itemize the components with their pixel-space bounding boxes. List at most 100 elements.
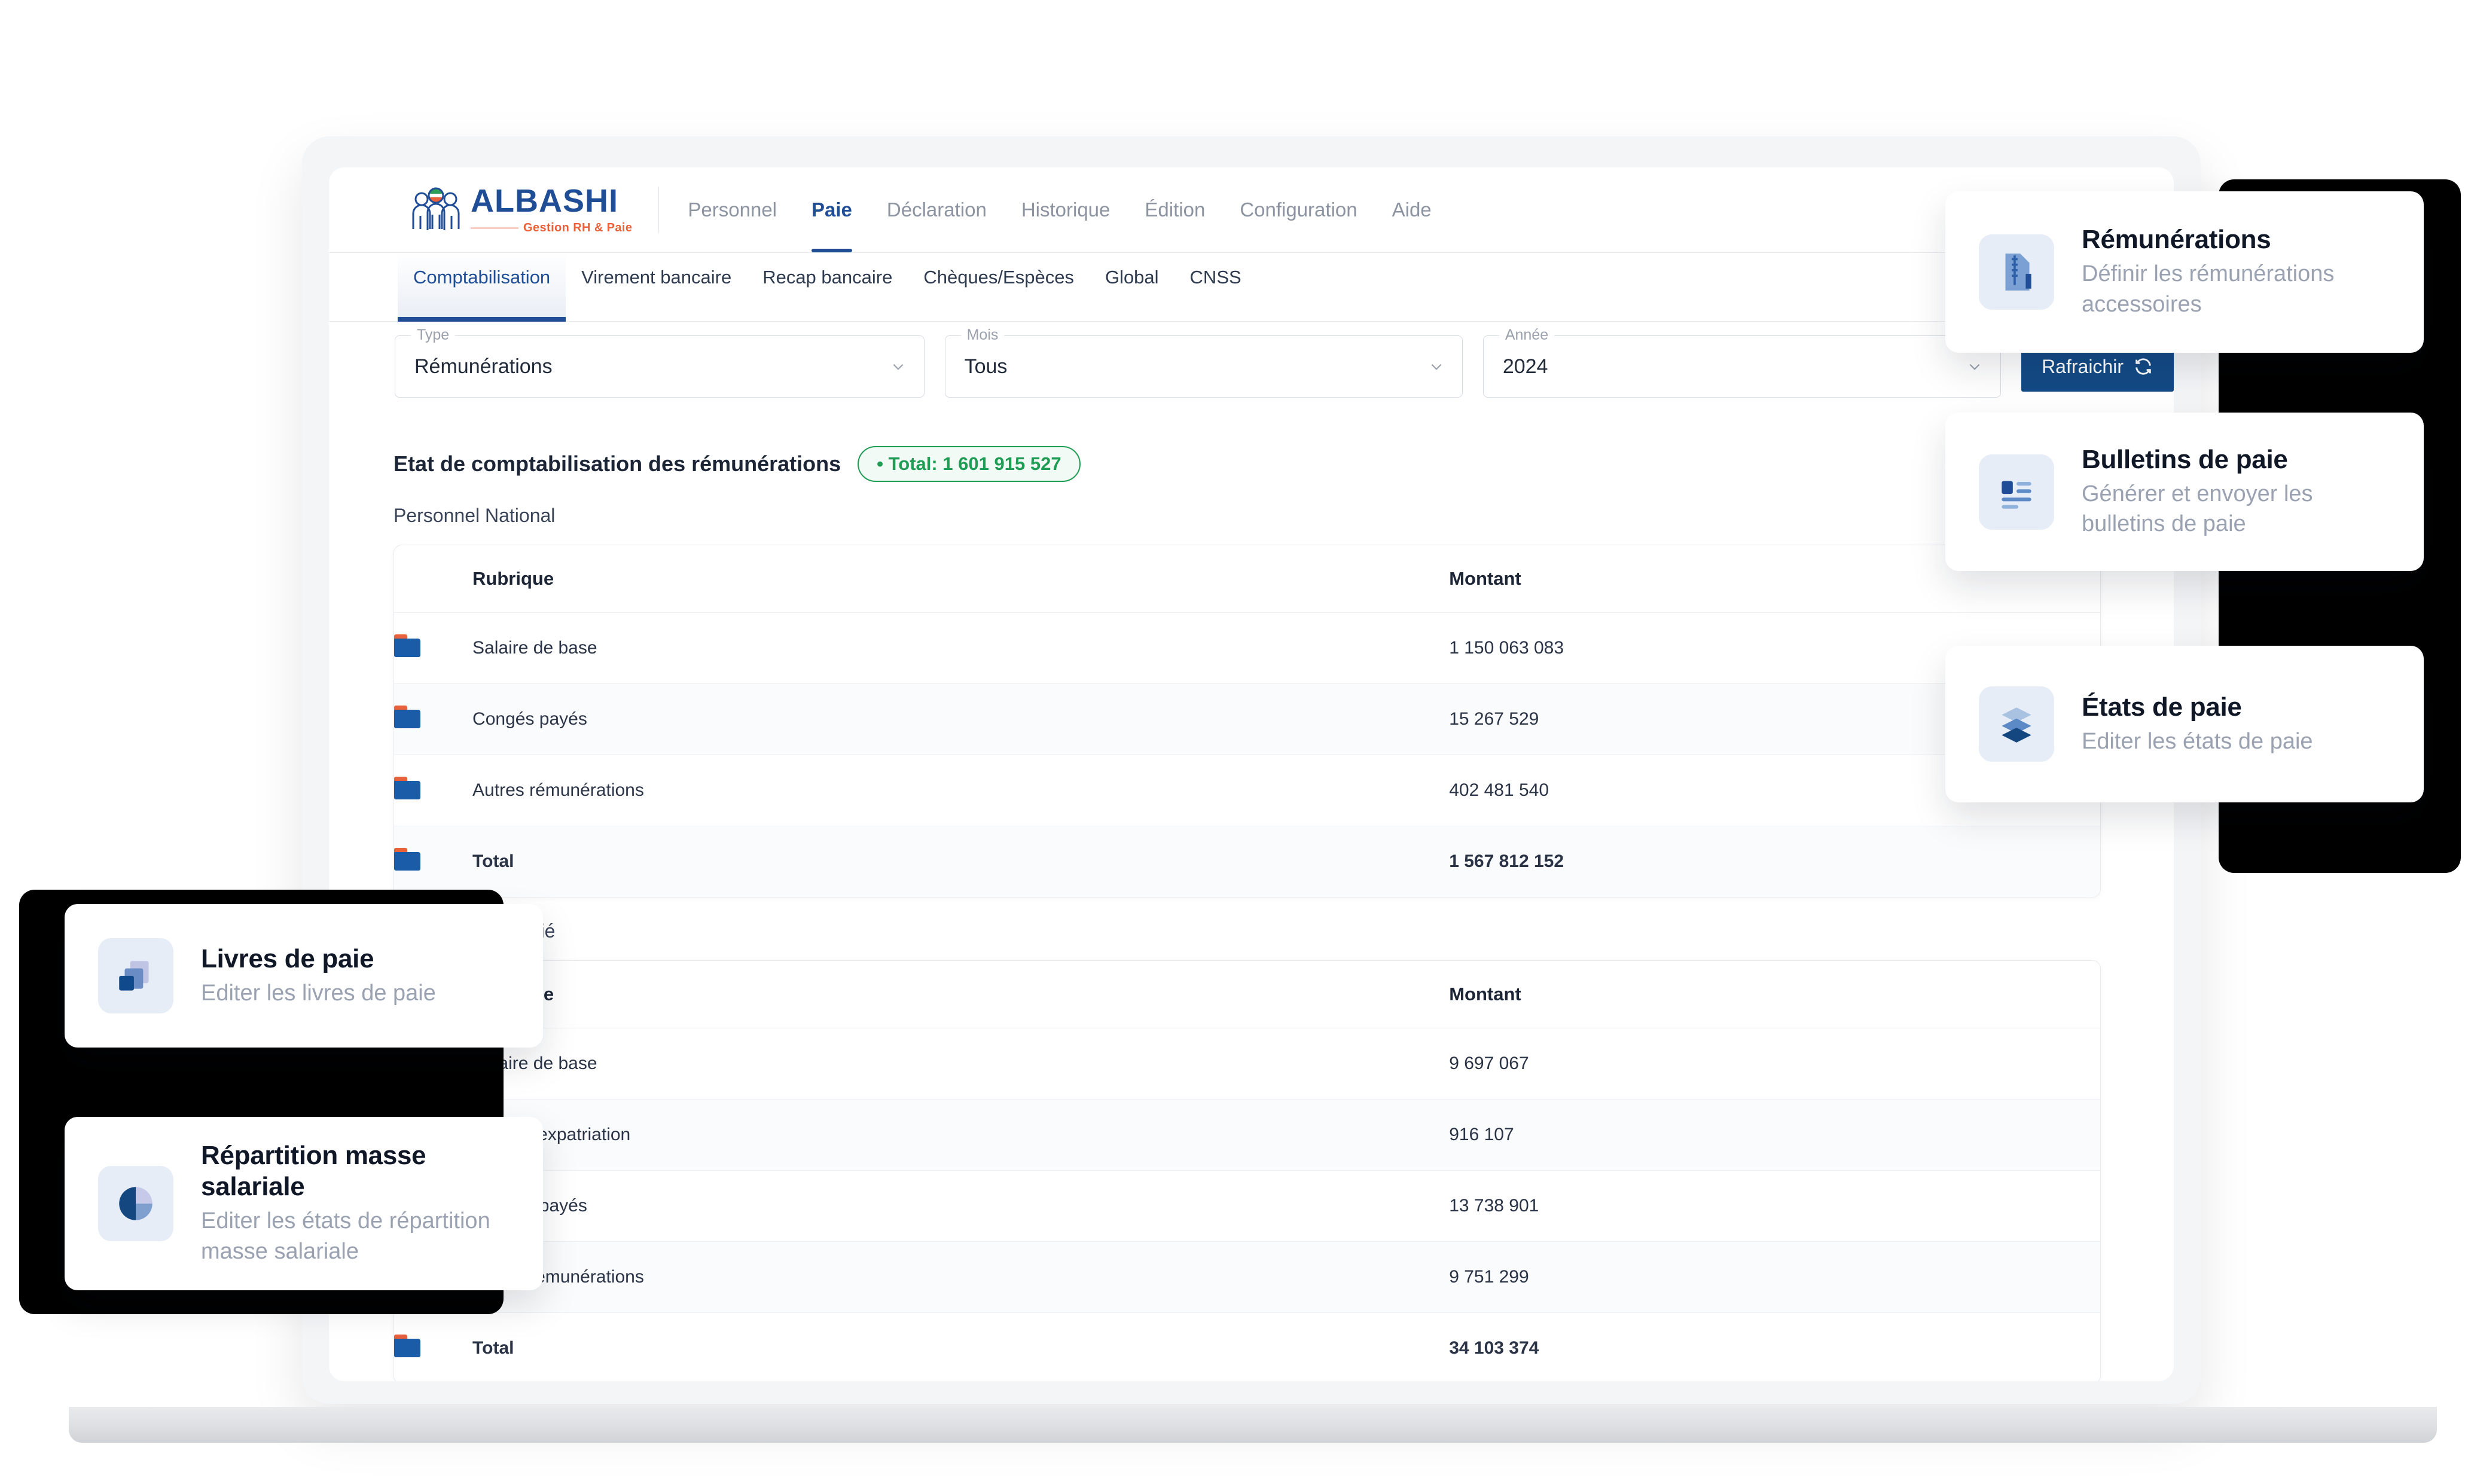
row-rubrique: Congés payés — [472, 1170, 1450, 1242]
feature-card-title: États de paie — [2082, 692, 2242, 722]
chevron-down-icon — [893, 364, 903, 370]
refresh-icon — [2135, 358, 2151, 375]
brand-logo[interactable]: ALBASHI Gestion RH & Paie — [408, 185, 632, 235]
table-row[interactable]: Salaire de base 9 697 067 — [394, 1028, 2100, 1100]
table-card-expat: Rubrique Montant Salaire de base 9 697 0… — [393, 960, 2101, 1381]
filter-bar: Type Rémunérations Mois Tous Année 2024 — [329, 322, 2174, 411]
feature-card-remunerations[interactable]: Rémunérations Définir les rémunérations … — [1945, 191, 2424, 353]
feature-card-desc: Générer et envoyer les bulletins de paie — [2082, 481, 2313, 537]
feature-card-text: Livres de paie Editer les livres de paie — [201, 943, 436, 1009]
row-icon-cell — [394, 1313, 472, 1382]
laptop-screen: ALBASHI Gestion RH & Paie Personnel Paie… — [329, 167, 2174, 1381]
tab-recap-bancaire[interactable]: Recap bancaire — [762, 267, 893, 288]
stacked-cards-icon — [98, 938, 173, 1013]
folder-icon — [394, 848, 420, 871]
feature-card-etats[interactable]: États de paie Editer les états de paie — [1945, 646, 2424, 802]
table-row[interactable]: Congés payés 15 267 529 — [394, 683, 2100, 755]
annee-label: Année — [1499, 326, 1555, 344]
brand-tagline-row: Gestion RH & Paie — [471, 221, 632, 235]
group-title-national: Personnel National — [393, 505, 556, 526]
table-expat: Rubrique Montant Salaire de base 9 697 0… — [394, 961, 2100, 1381]
table-card-national: Rubrique Montant Salaire de base 1 150 0… — [393, 545, 2101, 897]
row-rubrique: Total — [472, 1338, 514, 1358]
nav-item-personnel[interactable]: Personnel — [688, 199, 777, 221]
document-zipper-icon — [1979, 234, 2054, 310]
type-value: Rémunérations — [414, 355, 553, 378]
feature-card-title: Rémunérations — [2082, 225, 2271, 255]
table-row-total[interactable]: Total 1 567 812 152 — [394, 826, 2100, 897]
chevron-down-icon — [1431, 364, 1442, 370]
nav-item-declaration[interactable]: Déclaration — [886, 199, 987, 221]
sub-tab-bar: Comptabilisation Virement bancaire Recap… — [329, 252, 2174, 322]
section-header: Etat de comptabilisation des rémunératio… — [393, 446, 2174, 482]
feature-card-title: Répartition masse salariale — [201, 1141, 426, 1202]
feature-card-text: Répartition masse salariale Editer les é… — [201, 1140, 510, 1267]
nav-item-edition[interactable]: Édition — [1145, 199, 1206, 221]
tab-global[interactable]: Global — [1105, 267, 1159, 288]
refresh-button-label: Rafraichir — [2042, 355, 2124, 377]
row-icon-cell — [394, 612, 473, 684]
people-group-icon — [412, 187, 460, 230]
feature-card-bulletins[interactable]: Bulletins de paie Générer et envoyer les… — [1945, 413, 2424, 571]
type-select[interactable]: Type Rémunérations — [395, 326, 925, 398]
row-montant: 1 567 812 152 — [1449, 826, 2100, 897]
folder-icon — [394, 1335, 420, 1357]
annee-value: 2024 — [1502, 355, 1548, 378]
mois-value: Tous — [964, 355, 1008, 378]
brand-tagline: Gestion RH & Paie — [523, 221, 633, 234]
content-area: Etat de comptabilisation des rémunératio… — [329, 411, 2174, 1381]
feature-card-title: Livres de paie — [201, 943, 374, 973]
table-row[interactable]: Autres rémunérations 402 481 540 — [394, 755, 2100, 826]
row-icon-cell — [394, 755, 473, 826]
laptop-mockup: ALBASHI Gestion RH & Paie Personnel Paie… — [69, 136, 2437, 1443]
table-header-row: Rubrique Montant — [394, 961, 2100, 1028]
table-row-total[interactable]: Total 34 103 374 — [394, 1313, 2100, 1382]
table-row[interactable]: Congés payés 13 738 901 — [394, 1170, 2100, 1242]
folder-icon — [394, 634, 420, 657]
header-montant: Montant — [1449, 961, 2100, 1028]
total-badge: • Total: 1 601 915 527 — [858, 446, 1081, 482]
mois-select[interactable]: Mois Tous — [944, 326, 1463, 398]
feature-card-livres[interactable]: Livres de paie Editer les livres de paie — [65, 904, 543, 1048]
table-row[interactable]: Autres rémunérations 9 751 299 — [394, 1241, 2100, 1313]
feature-card-text: États de paie Editer les états de paie — [2082, 692, 2313, 757]
row-rubrique: Salaire de base — [472, 1028, 1450, 1100]
row-rubrique: Prime d'expatriation — [472, 1099, 1450, 1171]
nav-item-historique[interactable]: Historique — [1021, 199, 1111, 221]
table-national: Rubrique Montant Salaire de base 1 150 0… — [394, 545, 2100, 897]
tab-comptabilisation[interactable]: Comptabilisation — [398, 252, 566, 322]
feature-card-repartition[interactable]: Répartition masse salariale Editer les é… — [65, 1117, 543, 1290]
page-title: Etat de comptabilisation des rémunératio… — [393, 451, 841, 476]
mois-label: Mois — [960, 326, 1005, 344]
brand-text: ALBASHI Gestion RH & Paie — [471, 185, 632, 235]
row-rubrique: Autres rémunérations — [472, 755, 1450, 826]
nav-item-aide[interactable]: Aide — [1392, 199, 1432, 221]
row-rubrique: Salaire de base — [472, 612, 1450, 684]
brand-name: ALBASHI — [471, 183, 618, 219]
feature-card-desc: Définir les rémunérations accessoires — [2082, 261, 2335, 317]
table-row[interactable]: Prime d'expatriation 916 107 — [394, 1099, 2100, 1171]
annee-select[interactable]: Année 2024 — [1482, 326, 2002, 398]
group-title-expat: Personnel Expatrié — [393, 920, 2174, 942]
application-window: ALBASHI Gestion RH & Paie Personnel Paie… — [329, 167, 2174, 1381]
folder-icon — [394, 706, 420, 728]
type-label: Type — [411, 326, 456, 344]
tab-cnss[interactable]: CNSS — [1189, 267, 1241, 288]
nav-item-paie[interactable]: Paie — [812, 167, 852, 252]
brand-divider — [658, 187, 660, 233]
feature-card-text: Bulletins de paie Générer et envoyer les… — [2082, 444, 2390, 540]
feature-card-desc: Editer les états de paie — [2082, 728, 2313, 754]
table-header-row: Rubrique Montant — [394, 545, 2100, 613]
row-montant: 9 751 299 — [1449, 1241, 2100, 1313]
row-icon-cell — [394, 683, 473, 755]
tab-virement-bancaire[interactable]: Virement bancaire — [581, 267, 732, 288]
tab-cheques-especes[interactable]: Chèques/Espèces — [923, 267, 1074, 288]
brand-rule — [471, 227, 518, 229]
folder-icon — [394, 777, 420, 799]
row-rubrique: Total — [472, 826, 1450, 897]
layers-icon — [1979, 686, 2054, 762]
nav-item-configuration[interactable]: Configuration — [1240, 199, 1357, 221]
table-row[interactable]: Salaire de base 1 150 063 083 — [394, 612, 2100, 684]
row-montant: 916 107 — [1449, 1099, 2100, 1171]
row-montant: 13 738 901 — [1449, 1170, 2100, 1242]
